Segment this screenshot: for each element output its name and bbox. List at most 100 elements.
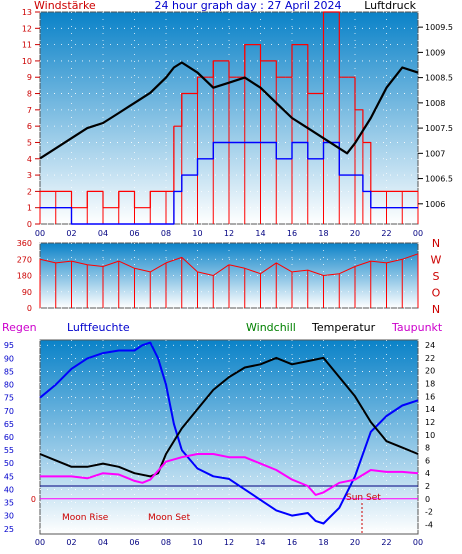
- humidity-tick-label: 55: [4, 446, 14, 455]
- humidity-tick-label: 30: [4, 512, 14, 521]
- compass-label: W: [431, 254, 442, 267]
- direction-line: [39, 253, 419, 276]
- legend-windchill: Windchill: [246, 321, 296, 334]
- x-tick-label: 16: [287, 229, 297, 238]
- x-tick-label: 10: [192, 538, 202, 547]
- y-left-tick-label: 12: [22, 24, 32, 33]
- direction-tick-label: 360: [17, 239, 32, 248]
- humidity-tick-label: 45: [4, 472, 14, 481]
- header-right-label: Luftdruck: [364, 0, 416, 12]
- header-left-label: Windstärke: [34, 0, 96, 12]
- legend-taupunkt: Taupunkt: [391, 321, 443, 334]
- humidity-tick-label: 70: [4, 407, 14, 416]
- humidity-tick-label: 35: [4, 499, 14, 508]
- series-layer: [39, 11, 419, 525]
- x-tick-label: 06: [129, 538, 139, 547]
- x-tick-label: 22: [381, 538, 391, 547]
- x-tick-label: 06: [129, 229, 139, 238]
- x-tick-label: 08: [161, 229, 171, 238]
- x-tick-label: 00: [35, 229, 45, 238]
- direction-tick-label: 0: [27, 304, 32, 313]
- x-tick-label: 14: [255, 538, 265, 547]
- humidity-tick-label: 25: [4, 525, 14, 534]
- direction-tick-label: 180: [17, 272, 32, 281]
- y-right-tick-label: 1006: [425, 200, 445, 209]
- temp-tick-label: 16: [425, 392, 435, 401]
- y-left-tick-label: 6: [27, 122, 32, 131]
- y-left-tick-label: 5: [27, 138, 32, 147]
- y-right-tick-label: 1008.5: [425, 74, 453, 83]
- humidity-tick-label: 85: [4, 367, 14, 376]
- grid-layer: [39, 11, 419, 534]
- x-tick-label: 20: [350, 538, 360, 547]
- series-temperatur: [39, 356, 419, 478]
- series-taupunkt: [40, 453, 419, 496]
- x-tick-label: 10: [192, 229, 202, 238]
- rain-zero-label: 0: [31, 495, 36, 504]
- x-tick-label: 20: [350, 229, 360, 238]
- gust-line: [40, 11, 418, 209]
- legend-temperatur: Temperatur: [311, 321, 376, 334]
- temp-tick-label: -2: [425, 508, 433, 517]
- y-left-tick-label: 10: [22, 57, 32, 66]
- x-tick-label: 16: [287, 538, 297, 547]
- compass-label: S: [433, 270, 440, 283]
- x-tick-label: 18: [318, 229, 328, 238]
- humidity-tick-label: 90: [4, 354, 14, 363]
- series-luftfeuchte: [39, 341, 419, 525]
- temp-tick-label: 18: [425, 380, 435, 389]
- x-tick-label: 00: [35, 538, 45, 547]
- direction-tick-label: 90: [22, 288, 32, 297]
- temp-tick-label: 8: [425, 444, 430, 453]
- y-left-tick-label: 4: [27, 155, 32, 164]
- x-tick-label: 22: [381, 229, 391, 238]
- temp-tick-label: 12: [425, 418, 435, 427]
- x-tick-label: 04: [98, 538, 108, 547]
- compass-label: N: [432, 237, 440, 250]
- x-tick-label: 02: [66, 538, 76, 547]
- legend-luftfeuchte: Luftfeuchte: [67, 321, 130, 334]
- temp-tick-label: 4: [425, 469, 430, 478]
- y-right-tick-label: 1007: [425, 149, 445, 158]
- compass-label: N: [432, 303, 440, 316]
- annotation-moon-rise: Moon Rise: [62, 513, 109, 523]
- y-left-tick-label: 1: [27, 204, 32, 213]
- direction-tick-label: 270: [17, 255, 32, 264]
- temp-tick-label: 20: [425, 367, 435, 376]
- y-left-tick-label: 8: [27, 90, 32, 99]
- x-tick-label: 00: [413, 538, 423, 547]
- temp-tick-label: 10: [425, 431, 435, 440]
- temp-tick-label: 14: [425, 405, 435, 414]
- x-tick-label: 12: [224, 229, 234, 238]
- humidity-tick-label: 95: [4, 341, 14, 350]
- x-tick-label: 00: [413, 229, 423, 238]
- y-right-tick-label: 1007.5: [425, 124, 453, 133]
- x-tick-label: 18: [318, 538, 328, 547]
- y-right-tick-label: 1009: [425, 48, 445, 57]
- y-right-tick-label: 1006.5: [425, 175, 453, 184]
- y-left-tick-label: 9: [27, 73, 32, 82]
- temp-tick-label: 2: [425, 482, 430, 491]
- humidity-tick-label: 65: [4, 420, 14, 429]
- annotation-sun-set: Sun Set: [346, 493, 381, 503]
- axes-layer: 01234567891011121310061006.510071007.510…: [4, 8, 453, 547]
- x-tick-label: 12: [224, 538, 234, 547]
- y-right-tick-label: 1009.5: [425, 23, 453, 32]
- x-tick-label: 14: [255, 229, 265, 238]
- header-title: 24 hour graph day : 27 April 2024: [155, 0, 342, 12]
- x-tick-label: 02: [66, 229, 76, 238]
- temp-tick-label: 6: [425, 456, 430, 465]
- temp-tick-label: -4: [425, 520, 433, 529]
- pressure-line: [39, 61, 419, 160]
- compass-label: O: [432, 287, 441, 300]
- legend-regen: Regen: [2, 321, 37, 334]
- wind-line: [40, 141, 418, 225]
- y-left-tick-label: 7: [27, 106, 32, 115]
- humidity-tick-label: 75: [4, 394, 14, 403]
- y-left-tick-label: 0: [27, 220, 32, 229]
- humidity-tick-label: 50: [4, 459, 14, 468]
- annotation-moon-set: Moon Set: [148, 513, 191, 523]
- y-right-tick-label: 1008: [425, 99, 445, 108]
- temp-tick-label: 24: [425, 341, 435, 350]
